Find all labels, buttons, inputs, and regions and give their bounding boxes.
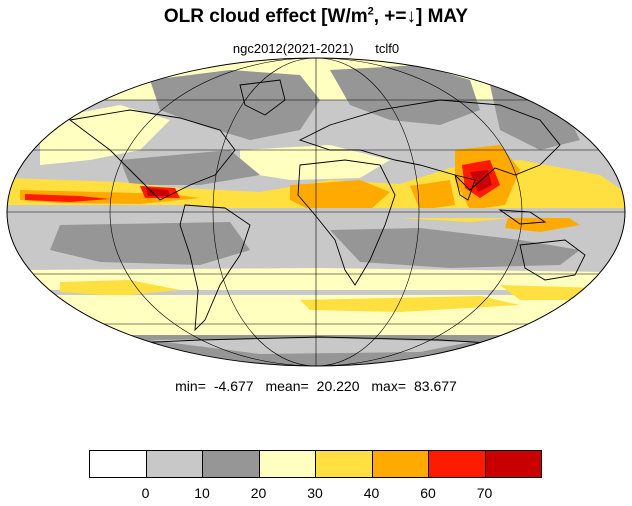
field-southern-yellow-1	[300, 296, 520, 312]
plot-subtitle: ngc2012(2021-2021) tclf0	[0, 41, 632, 56]
colorbar-tick-label: 0	[141, 485, 150, 501]
colorbar-box-6	[428, 450, 486, 478]
field-itcz-orange-3	[410, 180, 455, 210]
field-south-yellow	[60, 280, 180, 296]
coast-indonesia	[498, 209, 547, 225]
map-outline	[6, 57, 626, 367]
stat-mean-label: mean=	[265, 378, 309, 394]
stat-min-label: min=	[175, 378, 206, 394]
colorbar-tick-label: 10	[194, 485, 210, 501]
subtitle-variable: tclf0	[375, 41, 400, 56]
field-north-mid-dark	[120, 150, 260, 185]
colorbar-tick-label: 20	[250, 485, 267, 501]
field-antarctica-light	[150, 338, 470, 354]
title-prefix: OLR cloud effect [W/m	[163, 6, 368, 27]
coast-greenland	[239, 79, 286, 116]
colorbar-tick-label: 40	[363, 485, 380, 501]
colorbar-box-3	[258, 450, 316, 478]
colorbar-tick-label: 30	[307, 485, 323, 501]
stat-max-value: 83.677	[414, 378, 457, 394]
field-darkred-1	[146, 188, 170, 196]
field-north-dark-2	[330, 65, 480, 125]
plot-title: OLR cloud effect [W/m2, +=↓] MAY	[0, 6, 632, 28]
stat-min-value: -4.677	[213, 378, 254, 394]
colorbar-tick-label: 70	[476, 485, 493, 501]
colorbar-box-5	[371, 450, 429, 478]
title-superscript: 2	[367, 5, 374, 18]
colorbar-box-1	[145, 450, 203, 478]
field-north-dark-1	[150, 70, 320, 140]
colorbar-box-7	[484, 450, 542, 478]
stat-mean-value: 20.220	[316, 378, 360, 394]
field-itcz-orange-2	[290, 180, 390, 210]
field-south-dark-1	[50, 222, 250, 265]
field-statistics: min= -4.677 mean= 20.220 max= 83.677	[0, 378, 632, 394]
coast-north-america	[68, 109, 236, 201]
stat-max-label: max=	[371, 378, 407, 394]
coast-india	[454, 174, 476, 201]
colorbar-box-0	[89, 450, 147, 478]
field-red-1	[25, 194, 110, 202]
map-coastlines	[68, 79, 586, 347]
colorbar-tick-label: 60	[420, 485, 436, 501]
subtitle-model: ngc2012(2021-2021)	[232, 41, 354, 56]
colorbar-box-2	[202, 450, 260, 478]
coast-australia	[519, 239, 586, 281]
colorbar	[89, 450, 542, 478]
field-south-pale	[20, 268, 620, 290]
coast-antarctica	[89, 336, 541, 347]
coast-eurasia	[298, 99, 561, 191]
field-south-dark-2	[330, 228, 580, 268]
coast-south-america	[179, 204, 251, 332]
colorbar-box-4	[315, 450, 373, 478]
title-suffix: , +=↓] MAY	[373, 6, 469, 27]
coast-africa	[297, 159, 396, 286]
colorbar-labels: 0 10 20 30 40 60 70	[0, 485, 632, 501]
field-north-pale-2	[240, 145, 390, 180]
